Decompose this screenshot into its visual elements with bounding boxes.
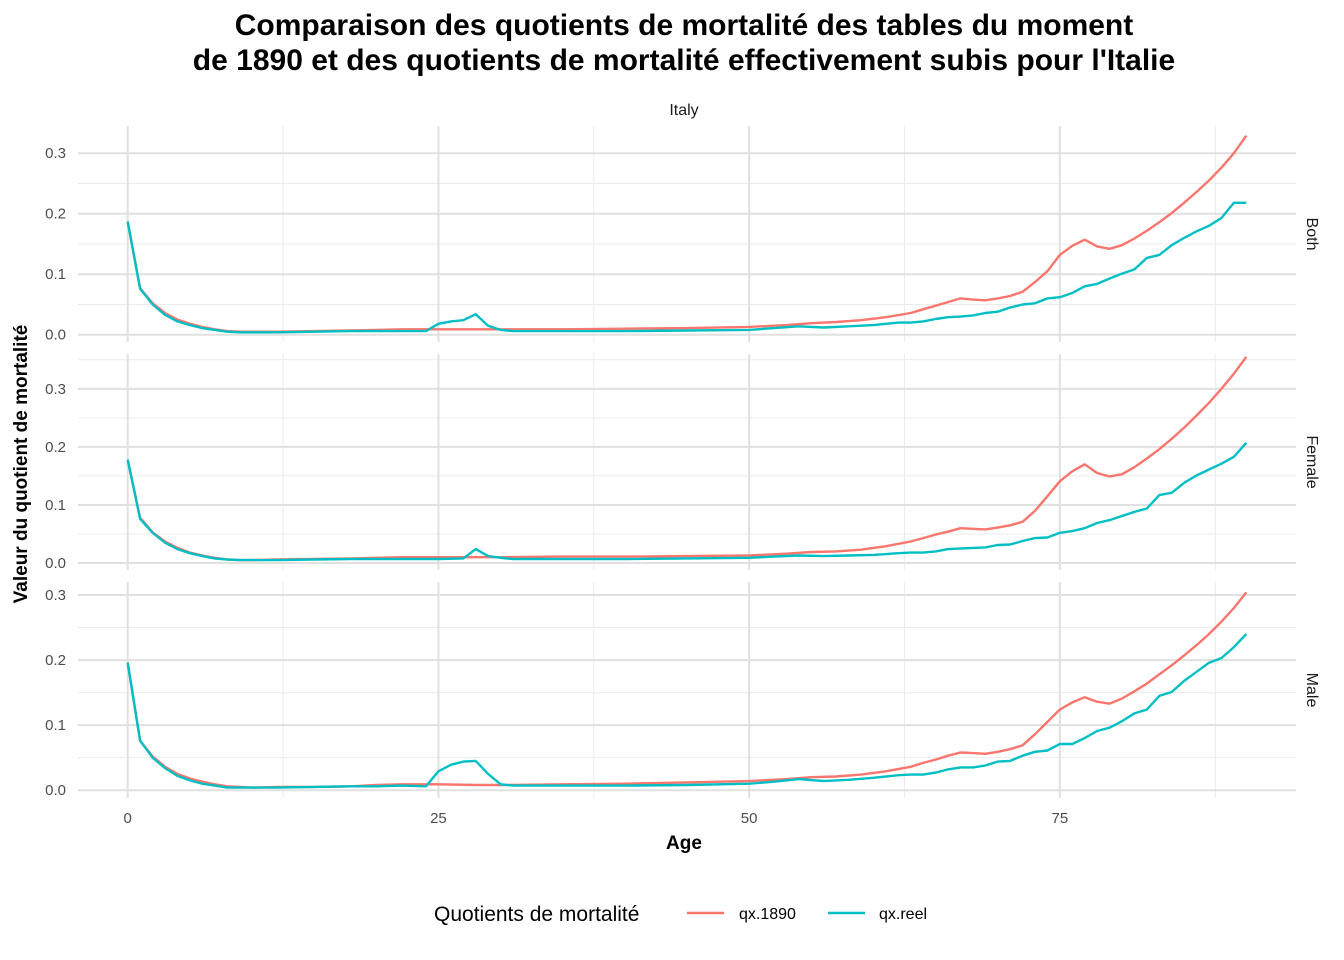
y-tick-label: 0.0 — [45, 327, 66, 344]
facet-label-male: Male — [1303, 673, 1320, 708]
x-tick-label: 75 — [1052, 810, 1069, 827]
y-tick-label: 0.2 — [45, 652, 66, 669]
y-tick-label: 0.1 — [45, 266, 66, 283]
y-axis-title: Valeur du quotient de mortalité — [11, 325, 32, 604]
x-tick-label: 25 — [430, 810, 447, 827]
y-tick-label: 0.0 — [45, 555, 66, 572]
series-line-qx-reel — [126, 442, 1248, 562]
series-line-qx-1890 — [126, 591, 1248, 789]
facet-panels: 0.0 0.1 0.2 0.3 Both 0.0 0.1 0.2 0.3 Female 0.0 0.1… — [45, 126, 1320, 799]
legend: Quotients de mortalité qx.1890 qx.reel — [434, 903, 927, 926]
panel-female: 0.0 0.1 0.2 0.3 Female — [45, 354, 1320, 572]
series-line-qx-reel — [126, 633, 1248, 789]
legend-label-qx-reel: qx.reel — [879, 906, 927, 923]
chart-title-line-1: Comparaison des quotients de mortalité d… — [235, 9, 1134, 42]
x-tick-label: 50 — [741, 810, 758, 827]
panel-both: 0.0 0.1 0.2 0.3 Both — [45, 126, 1320, 344]
legend-title: Quotients de mortalité — [434, 903, 639, 926]
y-tick-label: 0.2 — [45, 439, 66, 456]
y-tick-label: 0.0 — [45, 782, 66, 799]
y-tick-label: 0.1 — [45, 497, 66, 514]
series-line-qx-1890 — [126, 135, 1248, 333]
x-tick-label: 0 — [124, 810, 132, 827]
facet-label-female: Female — [1303, 435, 1320, 488]
y-tick-label: 0.2 — [45, 206, 66, 223]
y-tick-label: 0.1 — [45, 717, 66, 734]
chart-title-line-2: de 1890 et des quotients de mortalité ef… — [193, 44, 1175, 77]
x-axis-title: Age — [666, 833, 702, 854]
y-tick-label: 0.3 — [45, 145, 66, 162]
legend-label-qx-1890: qx.1890 — [739, 906, 796, 923]
series-line-qx-reel — [126, 201, 1247, 334]
x-axis: 0 25 50 75 — [124, 810, 1069, 827]
y-tick-label: 0.3 — [45, 587, 66, 604]
top-strip-label: Italy — [669, 102, 698, 119]
y-tick-label: 0.3 — [45, 381, 66, 398]
panel-male: 0.0 0.1 0.2 0.3 Male — [45, 582, 1320, 799]
facet-label-both: Both — [1303, 218, 1320, 251]
